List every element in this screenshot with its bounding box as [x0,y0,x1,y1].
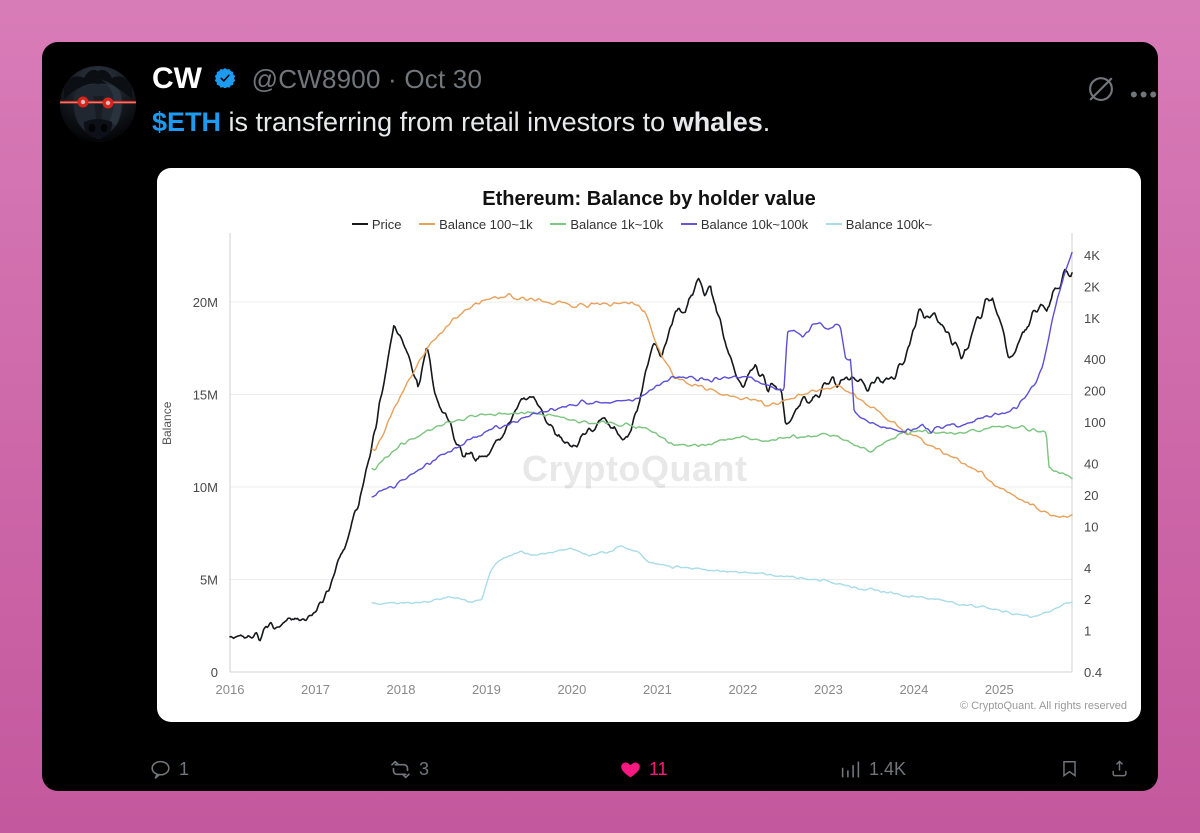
svg-text:2024: 2024 [899,682,928,697]
svg-text:1: 1 [1084,624,1091,639]
svg-text:2017: 2017 [301,682,330,697]
svg-text:2025: 2025 [985,682,1014,697]
svg-text:2021: 2021 [643,682,672,697]
svg-text:2023: 2023 [814,682,843,697]
svg-text:10M: 10M [193,480,218,495]
svg-text:400: 400 [1084,352,1106,367]
svg-text:40: 40 [1084,457,1098,472]
svg-text:200: 200 [1084,384,1106,399]
svg-text:20M: 20M [193,295,218,310]
svg-text:10: 10 [1084,519,1098,534]
svg-text:4: 4 [1084,561,1091,576]
svg-text:2: 2 [1084,592,1091,607]
svg-text:2022: 2022 [728,682,757,697]
svg-text:20: 20 [1084,488,1098,503]
svg-text:5M: 5M [200,573,218,588]
svg-text:100: 100 [1084,415,1106,430]
svg-text:1K: 1K [1084,311,1100,326]
svg-text:2K: 2K [1084,279,1100,294]
svg-text:2019: 2019 [472,682,501,697]
svg-text:2020: 2020 [557,682,586,697]
svg-text:2018: 2018 [387,682,416,697]
svg-text:0: 0 [211,665,218,680]
svg-text:4K: 4K [1084,248,1100,263]
svg-text:15M: 15M [193,388,218,403]
svg-text:0.4: 0.4 [1084,665,1102,680]
svg-text:2016: 2016 [216,682,245,697]
